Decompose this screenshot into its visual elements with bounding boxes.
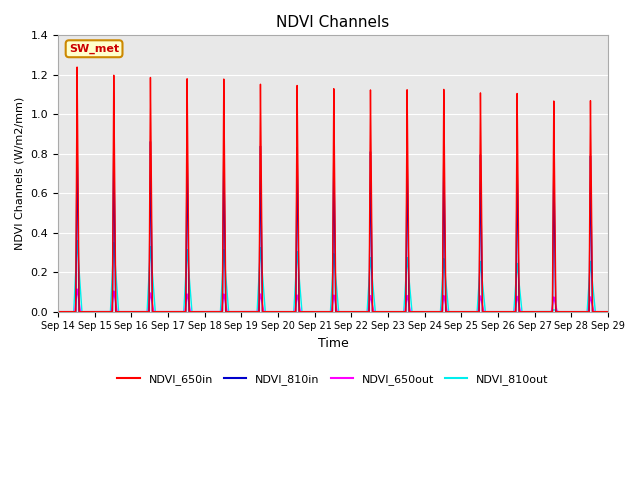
Line: NDVI_650out: NDVI_650out (58, 289, 608, 312)
NDVI_650out (54, 309, 62, 314)
NDVI_650in (596, 309, 604, 314)
NDVI_810in (73, 131, 81, 137)
NDVI_810out (547, 308, 555, 314)
NDVI_810in (301, 309, 309, 314)
Text: SW_met: SW_met (69, 44, 119, 54)
NDVI_810out (532, 309, 540, 314)
NDVI_810out (604, 309, 612, 314)
NDVI_810in (604, 309, 612, 314)
NDVI_650in (54, 309, 62, 314)
Line: NDVI_810out: NDVI_810out (58, 240, 608, 312)
X-axis label: Time: Time (317, 337, 348, 350)
NDVI_810out (54, 309, 62, 314)
NDVI_810in (603, 309, 611, 314)
NDVI_650in (603, 309, 611, 314)
NDVI_810out (603, 309, 611, 314)
NDVI_810in (405, 309, 413, 314)
NDVI_810in (596, 309, 604, 314)
Y-axis label: NDVI Channels (W/m2/mm): NDVI Channels (W/m2/mm) (15, 97, 25, 250)
Title: NDVI Channels: NDVI Channels (276, 15, 390, 30)
NDVI_650out (532, 309, 540, 314)
Line: NDVI_650in: NDVI_650in (58, 67, 608, 312)
NDVI_650out (603, 309, 611, 314)
NDVI_810in (532, 309, 540, 314)
NDVI_810out (405, 277, 413, 283)
NDVI_650out (405, 302, 413, 308)
Line: NDVI_810in: NDVI_810in (58, 134, 608, 312)
NDVI_650in (604, 309, 612, 314)
NDVI_810in (54, 309, 62, 314)
NDVI_810out (73, 238, 81, 243)
NDVI_650out (301, 309, 309, 314)
NDVI_810out (596, 309, 604, 314)
NDVI_650in (532, 309, 540, 314)
NDVI_810in (547, 309, 555, 314)
NDVI_650in (547, 309, 555, 314)
NDVI_650in (301, 309, 309, 314)
NDVI_650in (73, 64, 81, 70)
NDVI_650out (73, 286, 81, 292)
Legend: NDVI_650in, NDVI_810in, NDVI_650out, NDVI_810out: NDVI_650in, NDVI_810in, NDVI_650out, NDV… (113, 369, 553, 389)
NDVI_650out (604, 309, 612, 314)
NDVI_650out (547, 309, 555, 314)
NDVI_810out (301, 309, 309, 314)
NDVI_650out (596, 309, 604, 314)
NDVI_650in (405, 303, 413, 309)
